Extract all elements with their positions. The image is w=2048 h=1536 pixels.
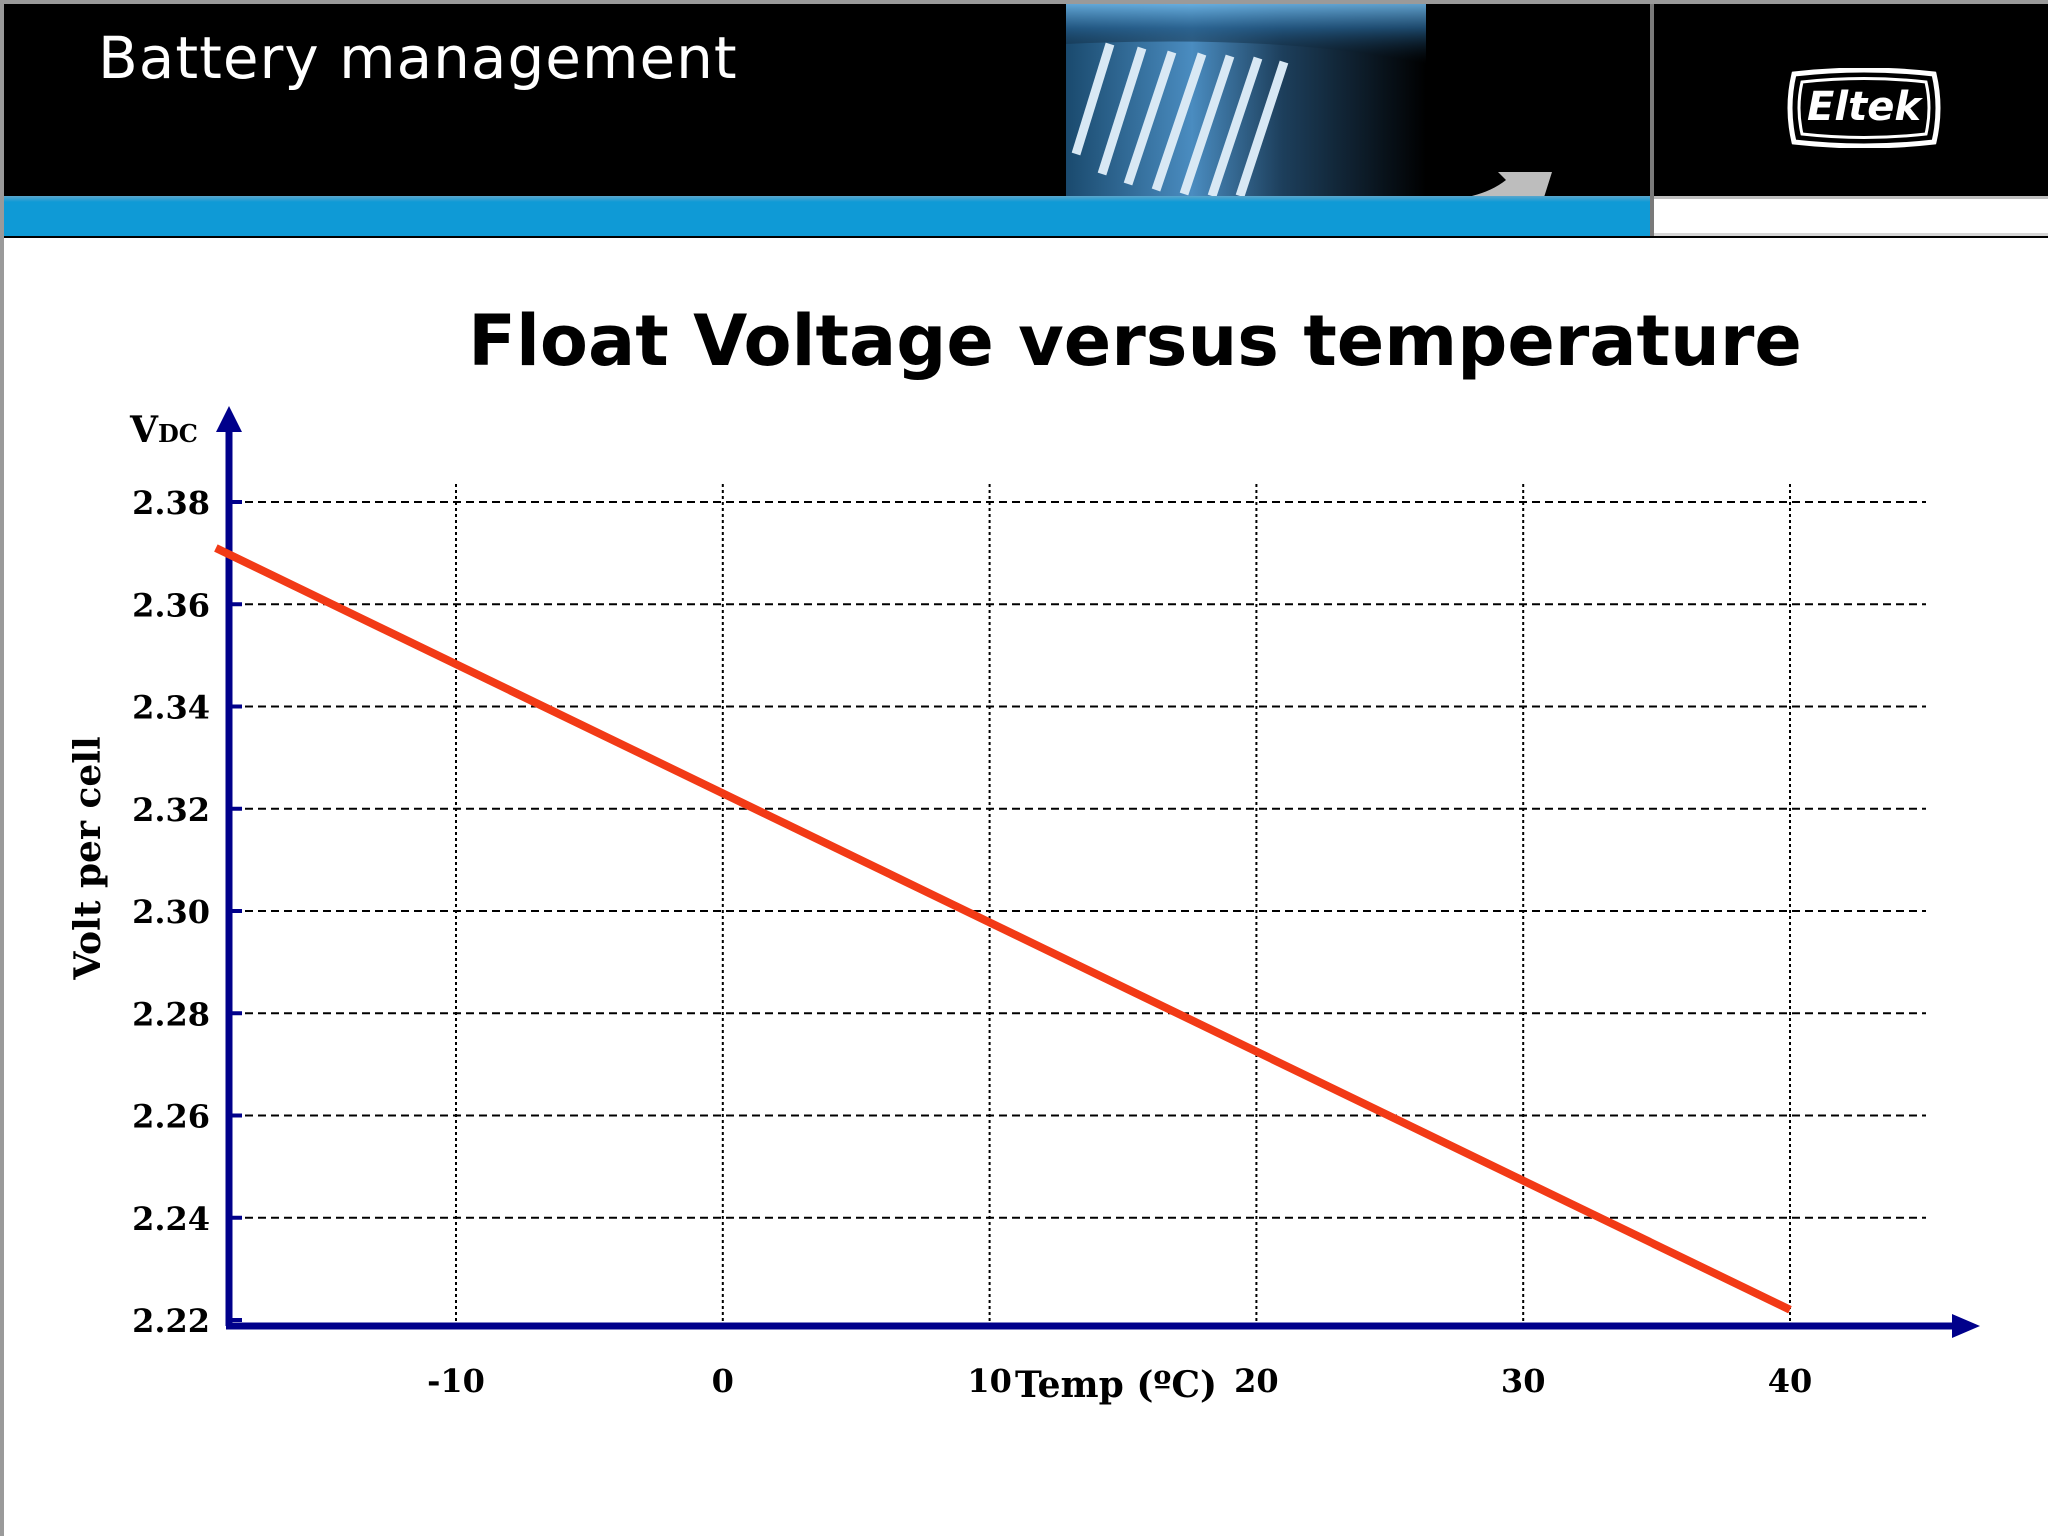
- chart-title: Float Voltage versus temperature: [468, 300, 1802, 382]
- slide-title: Battery management: [98, 24, 738, 92]
- y-tick-label: 2.28: [132, 995, 210, 1033]
- svg-text:Eltek: Eltek: [1807, 84, 1923, 130]
- x-tick-label: 40: [1768, 1362, 1813, 1400]
- y-tick-label: 2.30: [132, 893, 210, 931]
- x-tick-label: 0: [712, 1362, 734, 1400]
- x-axis-label: Temp (ºC): [1015, 1364, 1217, 1406]
- y-tick-label: 2.22: [132, 1302, 210, 1340]
- header-photo-image: [1066, 4, 1552, 196]
- y-unit-label: VDC: [129, 409, 198, 451]
- eltek-logo: Eltek: [1787, 68, 1941, 148]
- x-tick-label: 30: [1501, 1362, 1546, 1400]
- slide-left-border: [0, 0, 4, 1536]
- slide-top-border: [0, 0, 2048, 4]
- horizontal-gridlines: [229, 500, 1926, 1322]
- y-tick-label: 2.38: [132, 484, 210, 522]
- y-tick-label: 2.34: [132, 689, 210, 727]
- y-tick-label: 2.26: [132, 1098, 210, 1136]
- header-divider: [1650, 4, 1654, 236]
- x-tick-label: 20: [1234, 1362, 1279, 1400]
- y-axis-arrow: [216, 406, 242, 432]
- y-tick-label: 2.36: [132, 586, 210, 624]
- vertical-gridlines: [455, 484, 1791, 1324]
- y-tick-labels: 2.22 2.24 2.26 2.28 2.30 2.32 2.34 2.36 2.38: [132, 484, 210, 1340]
- header-right-strip: [1654, 196, 2048, 236]
- x-axis-arrow: [1952, 1314, 1980, 1338]
- x-tick-labels: -10 0 10 20 30 40: [427, 1362, 1812, 1400]
- header-accent-bar: [4, 196, 1650, 236]
- y-tick-label: 2.24: [132, 1200, 210, 1238]
- series-line: [214, 544, 1792, 1314]
- y-tick-label: 2.32: [132, 791, 210, 829]
- x-tick-label: 10: [967, 1362, 1012, 1400]
- x-tick-label: -10: [427, 1362, 485, 1400]
- series-group: [214, 544, 1792, 1314]
- y-axis-label: Volt per cell: [67, 736, 109, 980]
- chart-axes: [216, 406, 1980, 1338]
